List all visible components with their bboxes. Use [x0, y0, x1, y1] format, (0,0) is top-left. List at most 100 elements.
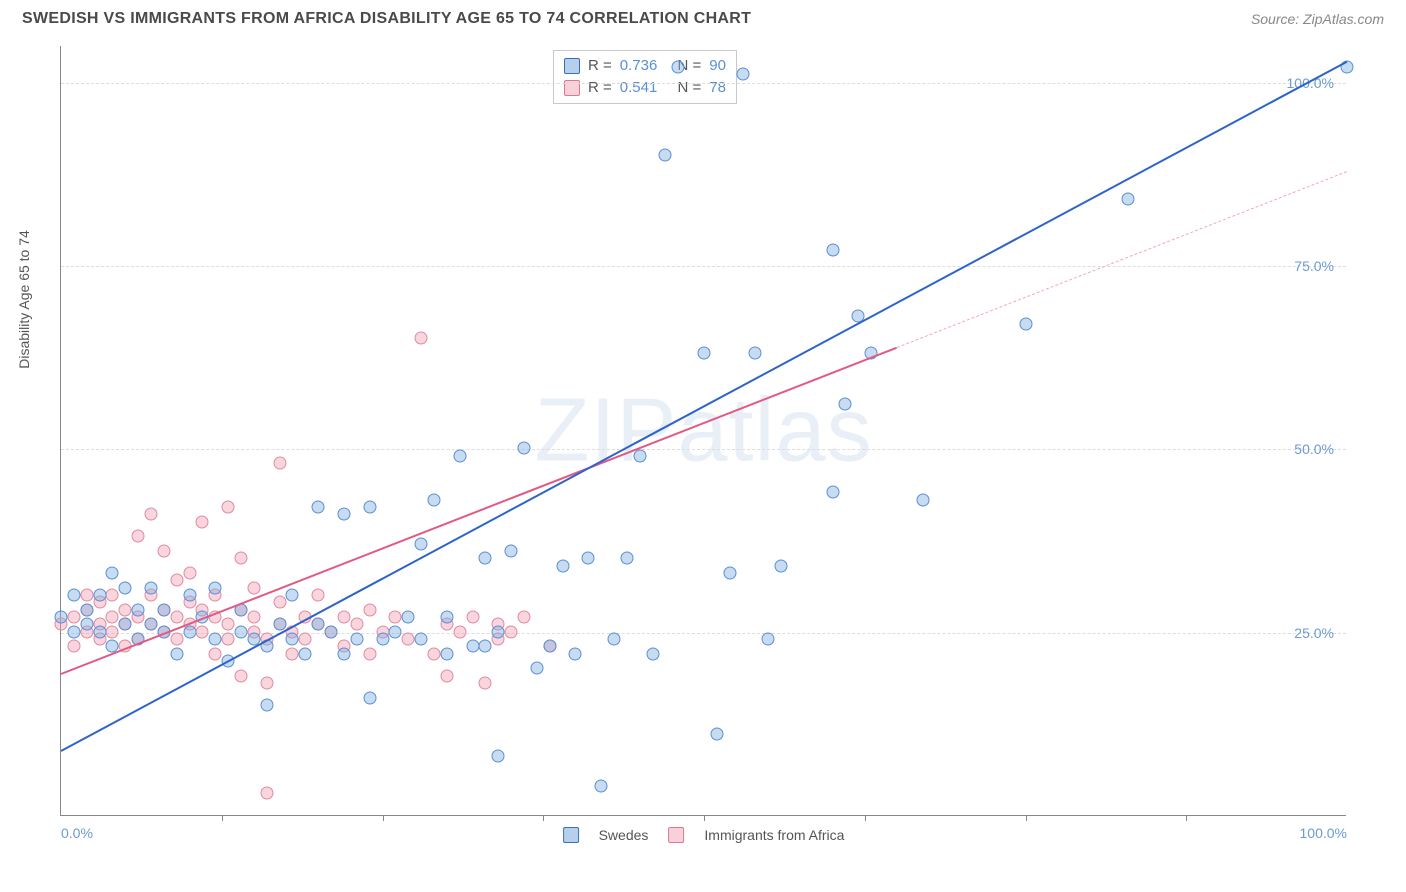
data-point-swedes	[119, 581, 132, 594]
data-point-africa	[235, 552, 248, 565]
data-point-swedes	[286, 633, 299, 646]
swatch-swedes-icon	[563, 827, 579, 843]
watermark: ZIPatlas	[534, 379, 872, 482]
data-point-africa	[157, 545, 170, 558]
data-point-africa	[80, 589, 93, 602]
data-point-swedes	[312, 501, 325, 514]
data-point-africa	[415, 332, 428, 345]
data-point-africa	[363, 647, 376, 660]
data-point-swedes	[698, 347, 711, 360]
data-point-swedes	[492, 625, 505, 638]
data-point-swedes	[209, 581, 222, 594]
data-point-swedes	[427, 493, 440, 506]
data-point-swedes	[363, 501, 376, 514]
data-point-africa	[479, 677, 492, 690]
data-point-africa	[106, 611, 119, 624]
chart-source: Source: ZipAtlas.com	[1251, 11, 1384, 27]
gridline	[61, 83, 1346, 84]
data-point-africa	[260, 787, 273, 800]
trend-line	[61, 347, 898, 675]
y-axis-label: Disability Age 65 to 74	[16, 230, 32, 369]
chart-header: SWEDISH VS IMMIGRANTS FROM AFRICA DISABI…	[0, 0, 1406, 34]
data-point-swedes	[145, 581, 158, 594]
data-point-africa	[312, 589, 325, 602]
data-point-swedes	[337, 508, 350, 521]
data-point-africa	[363, 603, 376, 616]
data-point-africa	[440, 669, 453, 682]
data-point-swedes	[1122, 193, 1135, 206]
data-point-swedes	[517, 442, 530, 455]
data-point-swedes	[299, 647, 312, 660]
data-point-swedes	[916, 493, 929, 506]
data-point-africa	[402, 633, 415, 646]
x-minor-tick	[1026, 815, 1027, 821]
data-point-swedes	[620, 552, 633, 565]
data-point-africa	[222, 618, 235, 631]
data-point-swedes	[440, 611, 453, 624]
x-tick-label: 100.0%	[1300, 825, 1347, 841]
data-point-swedes	[286, 589, 299, 602]
data-point-africa	[350, 618, 363, 631]
data-point-africa	[222, 501, 235, 514]
data-point-africa	[260, 677, 273, 690]
data-point-swedes	[119, 618, 132, 631]
data-point-swedes	[55, 611, 68, 624]
data-point-swedes	[826, 244, 839, 257]
x-minor-tick	[865, 815, 866, 821]
data-point-swedes	[1019, 317, 1032, 330]
data-point-africa	[67, 640, 80, 653]
n-label: N =	[677, 77, 701, 99]
r-value-africa: 0.541	[620, 77, 658, 99]
data-point-africa	[106, 589, 119, 602]
data-point-swedes	[595, 779, 608, 792]
data-point-africa	[119, 603, 132, 616]
data-point-swedes	[337, 647, 350, 660]
legend-series: Swedes Immigrants from Africa	[563, 827, 845, 843]
data-point-africa	[273, 457, 286, 470]
x-minor-tick	[1186, 815, 1187, 821]
data-point-swedes	[402, 611, 415, 624]
r-label: R =	[588, 55, 612, 77]
data-point-swedes	[80, 603, 93, 616]
data-point-africa	[389, 611, 402, 624]
data-point-swedes	[260, 699, 273, 712]
data-point-swedes	[67, 625, 80, 638]
data-point-swedes	[736, 68, 749, 81]
data-point-swedes	[376, 633, 389, 646]
data-point-swedes	[235, 625, 248, 638]
data-point-swedes	[543, 640, 556, 653]
data-point-africa	[222, 633, 235, 646]
data-point-swedes	[363, 691, 376, 704]
x-minor-tick	[543, 815, 544, 821]
data-point-africa	[337, 611, 350, 624]
legend-stats-row-swedes: R = 0.736 N = 90	[564, 55, 726, 77]
data-point-africa	[427, 647, 440, 660]
data-point-swedes	[466, 640, 479, 653]
r-label: R =	[588, 77, 612, 99]
data-point-africa	[466, 611, 479, 624]
legend-stats-row-africa: R = 0.541 N = 78	[564, 77, 726, 99]
x-minor-tick	[704, 815, 705, 821]
data-point-africa	[183, 567, 196, 580]
trend-line	[61, 61, 1348, 752]
data-point-africa	[505, 625, 518, 638]
data-point-swedes	[440, 647, 453, 660]
data-point-africa	[196, 625, 209, 638]
data-point-swedes	[839, 398, 852, 411]
r-value-swedes: 0.736	[620, 55, 658, 77]
data-point-swedes	[312, 618, 325, 631]
data-point-swedes	[106, 567, 119, 580]
data-point-swedes	[505, 545, 518, 558]
data-point-swedes	[659, 149, 672, 162]
data-point-africa	[209, 647, 222, 660]
data-point-africa	[273, 596, 286, 609]
legend-label-africa: Immigrants from Africa	[704, 827, 844, 843]
data-point-swedes	[749, 347, 762, 360]
data-point-swedes	[672, 61, 685, 74]
data-point-africa	[235, 669, 248, 682]
data-point-swedes	[582, 552, 595, 565]
data-point-swedes	[350, 633, 363, 646]
legend-stats: R = 0.736 N = 90 R = 0.541 N = 78	[553, 50, 737, 104]
data-point-swedes	[646, 647, 659, 660]
data-point-swedes	[93, 625, 106, 638]
